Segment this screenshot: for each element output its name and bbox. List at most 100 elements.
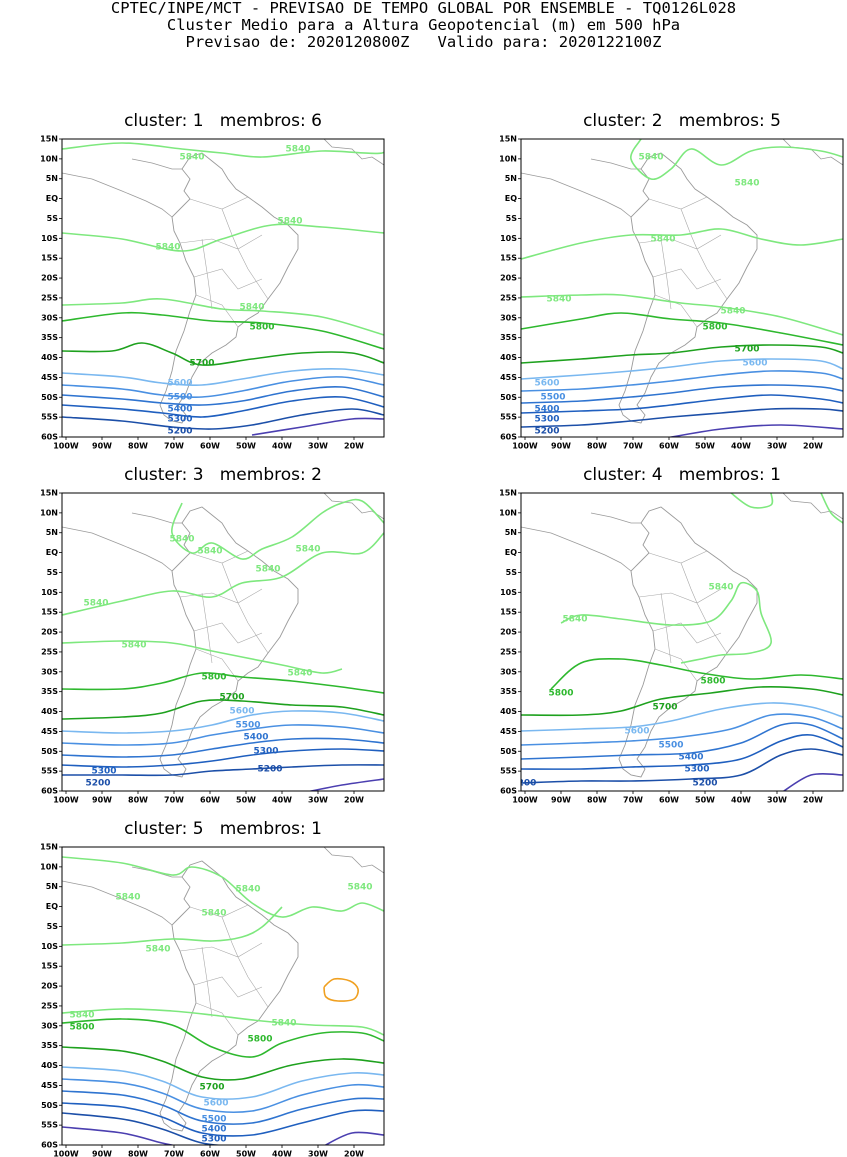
contour-label-5840: 5840 xyxy=(720,307,745,317)
cluster-panel-2: cluster: 2 membros: 5 5840 5840 5840 5840 58… xyxy=(499,111,844,451)
lat-tick-label: 20S xyxy=(41,982,58,991)
contour-5840 xyxy=(62,223,384,252)
cluster-map: 5840 5840 5840 5840 5840 5800 5700 5600 5600 5500… xyxy=(499,135,844,451)
lon-tick-label: 70W xyxy=(623,442,643,451)
contour-label-5400: 5400 xyxy=(167,405,192,415)
lon-tick-label: 30W xyxy=(767,796,787,805)
contour-label-5600: 5600 xyxy=(229,707,254,717)
cluster-panel-3: cluster: 3 membros: 2 5840 5840 5840 5840 58… xyxy=(40,465,385,805)
contour-label-5840: 5840 xyxy=(255,565,280,575)
lon-tick-label: 60W xyxy=(200,1150,220,1157)
contour-label-5200: 5200 xyxy=(257,765,282,775)
contour-label-5800: 5800 xyxy=(247,1035,272,1045)
lat-tick-label: 25S xyxy=(41,293,58,302)
lon-tick-label: 40W xyxy=(731,442,751,451)
map-frame xyxy=(61,138,385,438)
contour-label-5840: 5840 xyxy=(235,885,260,895)
lon-tick-label: 100W xyxy=(53,1150,79,1157)
lon-tick-label: 30W xyxy=(767,442,787,451)
lat-tick-label: 25S xyxy=(41,1001,58,1010)
contour-label-5840: 5840 xyxy=(115,893,140,903)
contour-5100 xyxy=(62,1126,176,1145)
contour-label-5800: 5800 xyxy=(700,677,725,687)
lat-tick-label: 40S xyxy=(500,707,517,716)
contour-5840 xyxy=(560,581,772,664)
lat-tick-label: 50S xyxy=(41,747,58,756)
contour-label-5500: 5500 xyxy=(167,393,192,403)
lat-tick-label: 20S xyxy=(41,628,58,637)
lon-tick-label: 40W xyxy=(272,796,292,805)
lat-tick-label: 15S xyxy=(41,254,58,263)
contour-5400 xyxy=(62,1090,384,1125)
lat-tick-label: 25S xyxy=(41,647,58,656)
lon-tick-label: 90W xyxy=(551,442,571,451)
contour-5700 xyxy=(62,699,384,720)
contour-label-5200: 5200 xyxy=(692,779,717,789)
contour-label-5840: 5840 xyxy=(239,303,264,313)
contour-label-5300: 5300 xyxy=(253,747,278,757)
lat-tick-label: 45S xyxy=(41,727,58,736)
contour-5100 xyxy=(251,417,384,436)
cluster-map: 5840 5840 5840 5840 5840 5800 5700 5600 5500 5400… xyxy=(40,135,385,451)
contour-5840 xyxy=(521,228,843,260)
lat-tick-label: 5S xyxy=(47,214,59,223)
cluster-panel-4: cluster: 4 membros: 1 5840 5840 5800 5800 57… xyxy=(499,465,844,805)
contour-label-5840: 5840 xyxy=(69,1011,94,1021)
lat-tick-label: 60S xyxy=(500,787,517,796)
header-line-2: Cluster Medio para a Altura Geopotencial… xyxy=(166,16,681,34)
lat-tick-label: 5N xyxy=(46,882,58,891)
contour-5100 xyxy=(324,1131,384,1145)
lat-tick-label: 30S xyxy=(41,1021,58,1030)
lat-tick-label: 10S xyxy=(500,588,517,597)
lat-tick-label: 40S xyxy=(41,707,58,716)
contour-label-5700: 5700 xyxy=(652,703,677,713)
lat-tick-label: 45S xyxy=(41,1081,58,1090)
lon-tick-label: 90W xyxy=(551,796,571,805)
lat-tick-label: 50S xyxy=(500,747,517,756)
lat-tick-label: 55S xyxy=(500,413,517,422)
cluster-map: 5840 5840 5800 5800 5700 5600 5500 5400 5300 5200… xyxy=(499,489,844,805)
contour-5500 xyxy=(62,376,384,398)
map-frame xyxy=(61,846,385,1146)
contour-label-5840: 5840 xyxy=(546,295,571,305)
contour-label-5840: 5840 xyxy=(145,945,170,955)
contour-5800 xyxy=(62,311,384,350)
lat-tick-label: EQ xyxy=(505,548,517,557)
coastline xyxy=(618,506,758,778)
contour-label-5840: 5840 xyxy=(169,535,194,545)
contour-label-5800: 5800 xyxy=(249,323,274,333)
lat-tick-label: 10S xyxy=(500,234,517,243)
lon-tick-label: 60W xyxy=(659,796,679,805)
lat-tick-label: 15N xyxy=(40,135,58,144)
contour-5400 xyxy=(521,384,843,404)
lat-tick-label: 10N xyxy=(499,508,517,517)
contour-5400 xyxy=(62,737,384,758)
contour-5800 xyxy=(521,312,843,346)
lon-tick-label: 50W xyxy=(695,796,715,805)
contour-5300 xyxy=(62,395,384,418)
africa-coast xyxy=(782,493,843,520)
lat-tick-label: 5N xyxy=(46,528,58,537)
lon-tick-label: 20W xyxy=(803,442,823,451)
contour-label-5800: 5800 xyxy=(548,689,573,699)
cluster-panel-title: cluster: 2 membros: 5 xyxy=(583,111,781,131)
lon-tick-label: 60W xyxy=(659,442,679,451)
contour-5600 xyxy=(62,1066,384,1100)
contour-label-5600: 5600 xyxy=(534,379,559,389)
lat-tick-label: EQ xyxy=(46,902,58,911)
contour-5700 xyxy=(62,342,384,366)
lat-tick-label: 30S xyxy=(500,313,517,322)
contour-label-5400: 5400 xyxy=(243,733,268,743)
contour-5500 xyxy=(521,370,843,392)
contour-label-5700: 5700 xyxy=(734,345,759,355)
lat-tick-label: 60S xyxy=(41,787,58,796)
lat-tick-label: EQ xyxy=(505,194,517,203)
contour-label-5840: 5840 xyxy=(650,235,675,245)
contour-label-5300: 5300 xyxy=(201,1135,226,1145)
central-america-coast xyxy=(62,158,182,218)
contour-5840 xyxy=(630,139,843,181)
contour-label-5840: 5840 xyxy=(271,1019,296,1029)
contour-label-5600: 5600 xyxy=(167,379,192,389)
lon-tick-label: 20W xyxy=(344,442,364,451)
lat-tick-label: 35S xyxy=(41,333,58,342)
